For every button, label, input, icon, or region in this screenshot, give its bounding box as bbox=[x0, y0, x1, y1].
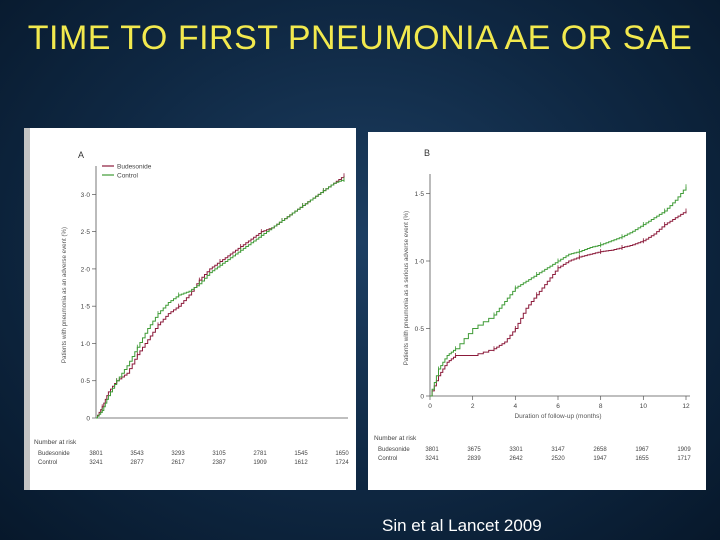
chart-a-risk-table-title: Number at risk bbox=[34, 439, 77, 446]
slide-title: TIME TO FIRST PNEUMONIA AE OR SAE bbox=[27, 19, 693, 57]
chart-a-risk-value: 1724 bbox=[335, 460, 349, 466]
chart-a-ytick-label: 3·0 bbox=[81, 192, 91, 199]
chart-a-risk-value: 1650 bbox=[335, 451, 349, 457]
chart-b-risk-value: 1947 bbox=[593, 456, 607, 462]
chart-b-risk-row-label: Control bbox=[378, 456, 397, 462]
chart-b-xtick-label: 12 bbox=[682, 403, 690, 410]
chart-a-risk-row-label: Control bbox=[38, 460, 57, 466]
chart-a-ytick-label: 0·5 bbox=[81, 378, 91, 385]
chart-a-risk-value: 3105 bbox=[212, 451, 226, 457]
chart-a-risk-value: 1545 bbox=[294, 451, 308, 457]
chart-b-risk-value: 1909 bbox=[677, 447, 691, 453]
chart-b-x-axis-label: Duration of follow-up (months) bbox=[514, 413, 601, 420]
chart-b-risk-value: 2658 bbox=[593, 447, 607, 453]
chart-a-risk-row-label: Budesonide bbox=[38, 451, 70, 457]
chart-a-ytick-label: 1·5 bbox=[81, 304, 91, 311]
chart-b-risk-value: 1655 bbox=[635, 456, 649, 462]
chart-a-risk-value: 1612 bbox=[294, 460, 308, 466]
chart-a-y-axis-label: Patients with pneumonia as an adverse ev… bbox=[61, 227, 68, 363]
chart-a-risk-value: 3293 bbox=[171, 451, 185, 457]
chart-b-xtick-label: 2 bbox=[471, 403, 475, 410]
chart-a-risk-value: 3241 bbox=[89, 460, 103, 466]
chart-panel-a: A 0 0·5 1·0 1·5 2·0 2·5 3·0 Patients with pneumo… bbox=[24, 128, 356, 490]
chart-a-ytick-label: 0 bbox=[86, 416, 90, 423]
chart-b-risk-value: 2839 bbox=[467, 456, 481, 462]
chart-b-risk-value: 1967 bbox=[635, 447, 649, 453]
chart-b-xtick-label: 6 bbox=[556, 403, 560, 410]
chart-a-series-line-budesonide bbox=[96, 175, 345, 419]
chart-b-risk-value: 3241 bbox=[425, 456, 439, 462]
chart-b-y-axis-label: Patients with pneumonia as a serious adv… bbox=[403, 211, 410, 365]
chart-b-risk-value: 2520 bbox=[551, 456, 565, 462]
chart-b-risk-row-label: Budesonide bbox=[378, 447, 410, 453]
chart-a-legend-label: Control bbox=[117, 173, 139, 180]
chart-a-risk-value: 3801 bbox=[89, 451, 103, 457]
chart-b-series-line-control bbox=[430, 186, 687, 397]
chart-b-panel-label: B bbox=[424, 148, 430, 158]
chart-a-svg: A 0 0·5 1·0 1·5 2·0 2·5 3·0 Patients with pneumo… bbox=[34, 150, 349, 466]
chart-a-risk-value: 2387 bbox=[212, 460, 226, 466]
chart-b-risk-value: 3301 bbox=[509, 447, 523, 453]
chart-b-xtick-label: 4 bbox=[514, 403, 518, 410]
chart-b-ytick-label: 0·5 bbox=[415, 326, 425, 333]
chart-a-ytick-label: 2·0 bbox=[81, 266, 91, 273]
chart-a-risk-value: 1909 bbox=[253, 460, 267, 466]
chart-b-svg: B 0 0·5 1·0 1·5 0 2 4 6 8 10 12 Patients with pneumo… bbox=[374, 148, 691, 462]
citation: Sin et al Lancet 2009 bbox=[382, 516, 542, 535]
chart-b-xtick-label: 0 bbox=[428, 403, 432, 410]
chart-b-ytick-label: 0 bbox=[420, 394, 424, 401]
chart-panel-b: B 0 0·5 1·0 1·5 0 2 4 6 8 10 12 Patients with pneumo… bbox=[368, 132, 706, 490]
chart-a-ytick-label: 1·0 bbox=[81, 341, 91, 348]
chart-a-panel-label: A bbox=[78, 150, 84, 160]
chart-b-risk-table-title: Number at risk bbox=[374, 435, 417, 442]
chart-a-ytick-label: 2·5 bbox=[81, 229, 91, 236]
chart-b-risk-value: 3147 bbox=[551, 447, 565, 453]
chart-a-risk-value: 2617 bbox=[171, 460, 185, 466]
chart-b-risk-value: 3801 bbox=[425, 447, 439, 453]
chart-a-risk-value: 3543 bbox=[130, 451, 144, 457]
chart-a-legend-label: Budesonide bbox=[117, 164, 152, 171]
chart-a-risk-value: 2877 bbox=[130, 460, 144, 466]
chart-b-risk-value: 2642 bbox=[509, 456, 523, 462]
chart-a-series-line-control bbox=[96, 179, 345, 419]
chart-b-risk-value: 3675 bbox=[467, 447, 481, 453]
chart-b-xtick-label: 10 bbox=[640, 403, 648, 410]
chart-a-risk-value: 2781 bbox=[253, 451, 267, 457]
panel-a-border bbox=[24, 128, 30, 490]
chart-b-risk-value: 1717 bbox=[677, 456, 691, 462]
chart-b-xtick-label: 8 bbox=[599, 403, 603, 410]
chart-b-ytick-label: 1·5 bbox=[415, 191, 425, 198]
chart-b-series-line-budesonide bbox=[430, 211, 687, 397]
chart-b-ytick-label: 1·0 bbox=[415, 259, 425, 266]
